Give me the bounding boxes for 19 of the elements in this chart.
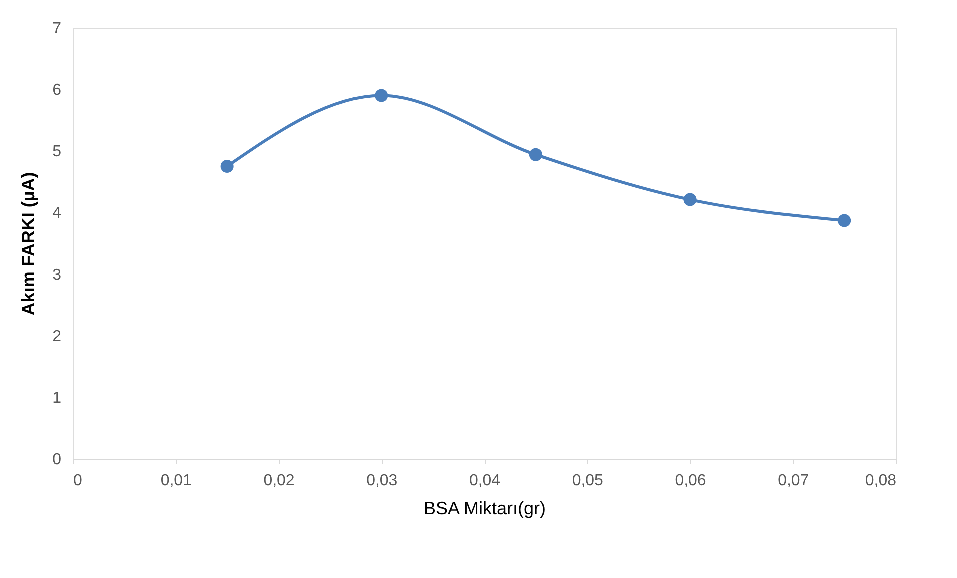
- x-tick-label: 0,06: [675, 472, 706, 490]
- x-tick-label: 0,01: [160, 472, 192, 490]
- y-tick-label: 5: [52, 144, 62, 161]
- y-axis-title: Akım FARKI (µA): [18, 172, 39, 316]
- x-axis-title: BSA Miktarı(gr): [424, 498, 546, 518]
- x-tick-label: 0,07: [778, 472, 810, 490]
- x-tick-label: 0,02: [264, 472, 295, 490]
- x-tick-label: 0: [74, 472, 82, 490]
- x-tick-label: 0,04: [469, 472, 501, 490]
- y-tick-label: 7: [52, 20, 62, 38]
- x-tick-label: 0,08: [865, 472, 897, 490]
- y-tick-label: 1: [52, 390, 62, 407]
- y-tick-label: 3: [52, 266, 62, 284]
- y-tick-label: 4: [52, 205, 62, 222]
- y-tick-label: 2: [52, 328, 62, 346]
- y-tick-label: 6: [52, 82, 62, 100]
- x-tick-label: 0,05: [572, 472, 604, 490]
- y-tick-label: 0: [52, 452, 62, 468]
- x-tick-label: 0,03: [366, 472, 398, 490]
